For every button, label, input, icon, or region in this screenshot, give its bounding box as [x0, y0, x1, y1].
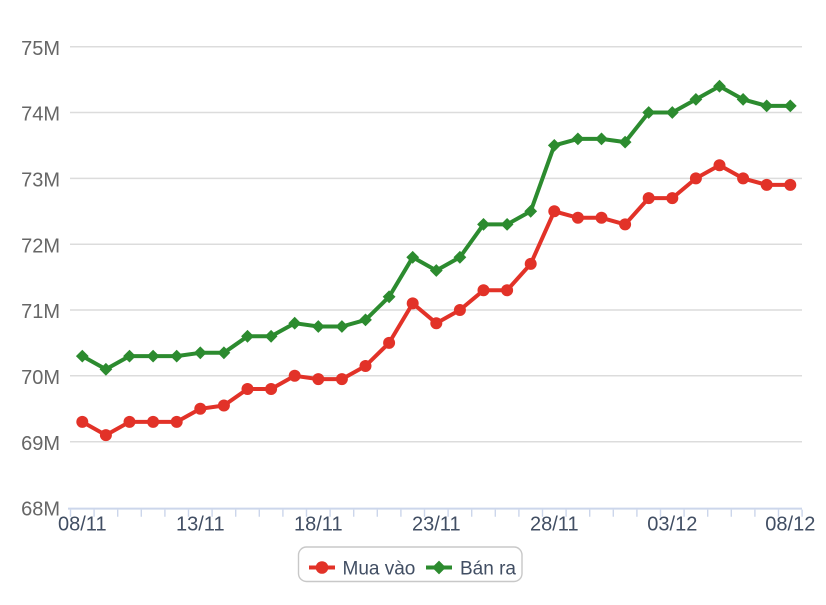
svg-text:08/11: 08/11 [58, 514, 107, 536]
svg-text:72M: 72M [21, 235, 60, 257]
svg-text:69M: 69M [21, 433, 60, 455]
svg-text:70M: 70M [21, 367, 60, 389]
svg-text:13/11: 13/11 [176, 514, 225, 536]
svg-text:18/11: 18/11 [294, 514, 343, 536]
svg-text:Mua vào: Mua vào [343, 559, 416, 580]
svg-text:74M: 74M [21, 104, 60, 126]
svg-text:73M: 73M [21, 170, 60, 192]
svg-text:75M: 75M [21, 38, 60, 60]
svg-text:23/11: 23/11 [412, 514, 461, 536]
svg-text:Bán ra: Bán ra [460, 559, 516, 580]
svg-text:68M: 68M [21, 499, 60, 521]
svg-text:28/11: 28/11 [530, 514, 579, 536]
svg-text:08/12: 08/12 [765, 514, 815, 536]
svg-text:71M: 71M [21, 301, 60, 323]
svg-text:03/12: 03/12 [647, 514, 697, 536]
